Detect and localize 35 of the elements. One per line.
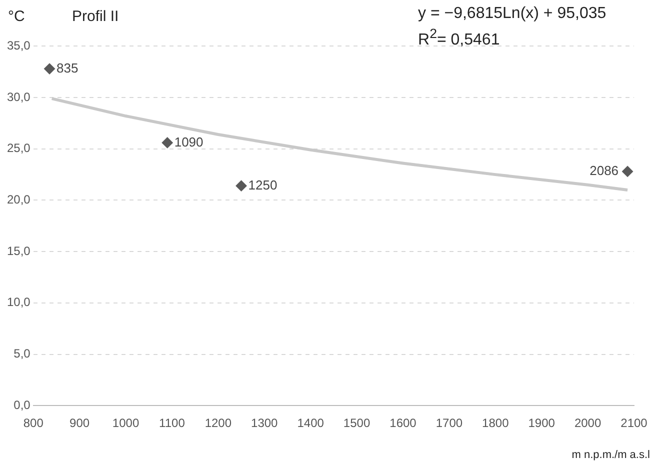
point	[162, 137, 173, 148]
annotation: 835	[56, 60, 78, 76]
x-tick-label: 1800	[482, 416, 510, 430]
y-tick-label: 0,0	[14, 398, 31, 412]
x-tick-label: 1300	[251, 416, 278, 430]
x-tick-label: 1100	[159, 416, 186, 430]
y-tick-label: 10,0	[6, 295, 31, 310]
x-tick-label: 1700	[436, 416, 463, 430]
text: y = −9,6815Ln(x) + 95,035	[418, 4, 606, 24]
x-tick-label: 1000	[112, 416, 140, 430]
y-tick-label: 25,0	[6, 141, 31, 156]
y-tick-label: 20,0	[6, 192, 31, 207]
x-tick-label: 1900	[528, 416, 556, 430]
x-tick-label: 1400	[297, 416, 324, 430]
x-tick-label: 800	[23, 416, 44, 430]
y-tick-label: 35,0	[6, 38, 31, 53]
y-tick-label: 30,0	[6, 90, 31, 104]
point	[622, 166, 634, 177]
x-tick-label: 1200	[204, 416, 232, 430]
x-axis-title: m n.p.m./m a.s.l	[572, 449, 650, 461]
x-tick-label: 2100	[620, 416, 648, 430]
y-axis-title: °C	[8, 8, 25, 25]
annotation: 2086	[590, 163, 619, 178]
point	[44, 63, 56, 74]
x-tick-label: 1600	[390, 416, 417, 430]
x-tick-label: 900	[70, 416, 90, 430]
y-tick-label: 15,0	[6, 244, 31, 258]
point	[236, 180, 247, 192]
annotation: R$^{2}$= 0,5461	[418, 25, 501, 50]
annotation: 1250	[248, 177, 278, 192]
chart-title: Profil II	[72, 8, 119, 25]
x-tick-label: 1500	[343, 416, 370, 430]
y-tick-label: 5,0	[14, 346, 31, 361]
x-tick-label: 2000	[574, 416, 602, 430]
annotation: 1090	[174, 134, 204, 150]
